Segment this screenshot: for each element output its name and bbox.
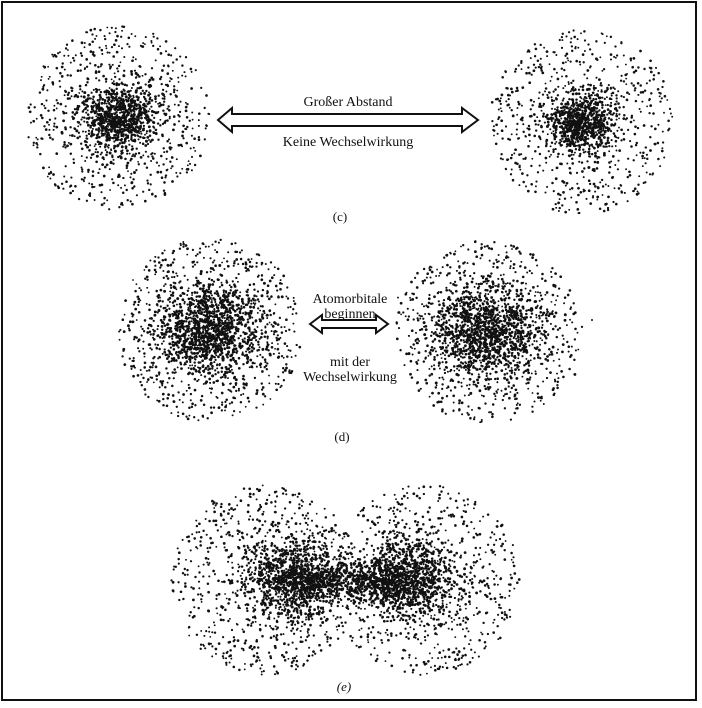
arrow-label-begin: beginnen: [324, 307, 376, 322]
arrow-label-large-distance: Großer Abstand: [303, 95, 393, 110]
panel-label-c: (c): [332, 209, 348, 224]
atomic-orbital-cloud-d-right: [395, 240, 593, 424]
molecular-orbital-cloud-e: [170, 484, 521, 676]
atomic-orbital-cloud-c-left: [27, 25, 211, 211]
panel-label-d: (d): [334, 429, 350, 444]
double-arrow-d: [308, 313, 390, 335]
arrow-label-with-the: mit der: [329, 355, 371, 370]
atomic-orbital-cloud-c-right: [490, 29, 674, 215]
double-arrow-c: [216, 105, 480, 135]
arrow-label-atomic-orbitals: Atomorbitale: [312, 292, 388, 307]
arrow-label-no-interaction: Keine Wechselwirkung: [282, 135, 414, 150]
arrow-label-interaction: Wechselwirkung: [303, 370, 397, 385]
panel-label-e: (e): [336, 679, 352, 694]
atomic-orbital-cloud-d-left: [118, 238, 302, 422]
